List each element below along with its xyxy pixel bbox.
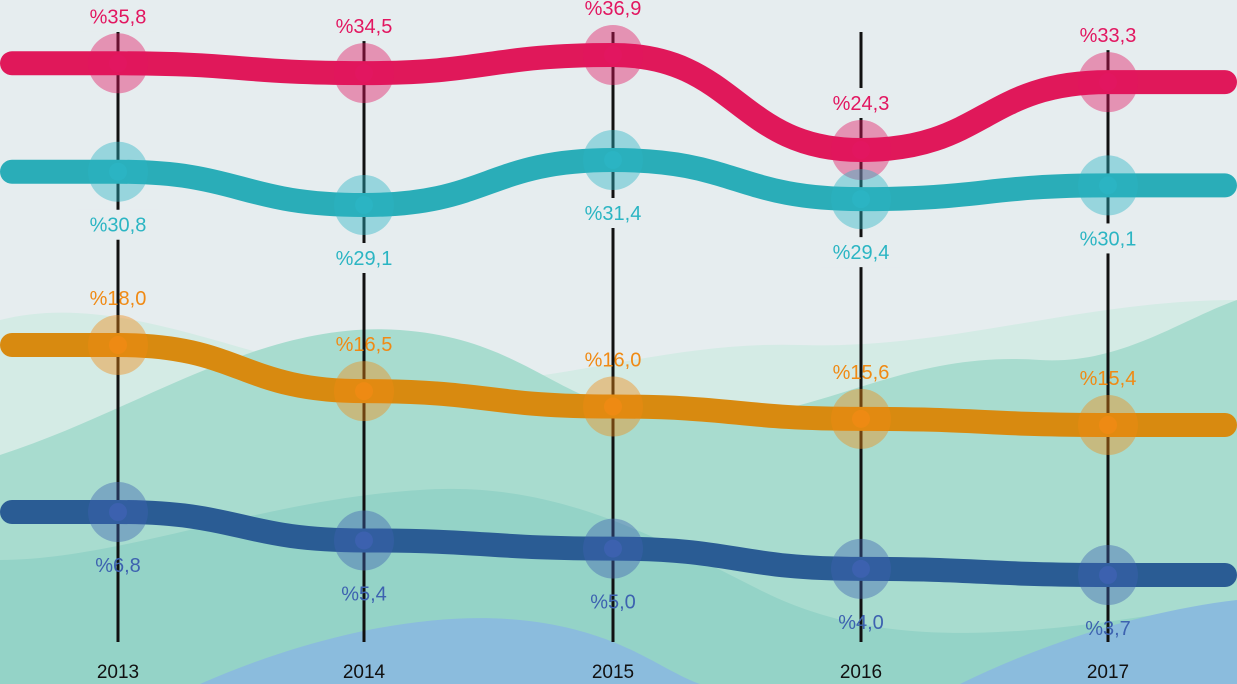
label-background: [1068, 20, 1148, 51]
series-blue-label-2013: %6,8: [95, 555, 141, 577]
x-tick-label-2015: 2015: [592, 662, 634, 683]
x-tick-label-2013: 2013: [97, 662, 139, 683]
series-teal-point-2013: [109, 162, 127, 181]
series-red-point-2017: [1099, 73, 1117, 92]
series-blue-point-2017: [1099, 566, 1117, 584]
series-teal-point-2016: [852, 190, 870, 209]
series-blue-label-2014: %5,4: [341, 583, 387, 605]
series-blue-point-2016: [852, 559, 870, 578]
series-teal-label-2017: %30,1: [1080, 228, 1137, 250]
series-orange-label-2017: %15,4: [1080, 368, 1137, 390]
series-orange-label-2016: %15,6: [833, 362, 890, 384]
x-tick-label-2014: 2014: [343, 662, 386, 683]
series-teal-label-2014: %29,1: [336, 248, 393, 270]
series-blue-label-2017: %3,7: [1085, 618, 1131, 640]
series-blue-label-2015: %5,0: [590, 592, 636, 614]
label-background: [78, 209, 158, 240]
series-red-point-2013: [109, 54, 127, 73]
series-orange-point-2015: [604, 397, 622, 416]
series-teal-point-2015: [604, 151, 622, 169]
series-orange-point-2016: [852, 409, 870, 428]
series-blue-point-2013: [109, 503, 127, 521]
series-blue-point-2014: [355, 531, 373, 550]
series-red-label-2014: %34,5: [336, 16, 393, 38]
series-red-point-2015: [604, 46, 622, 64]
series-red-label-2016: %24,3: [833, 93, 890, 115]
x-axis: 2013 2014 2015 2016 2017: [97, 662, 1129, 683]
series-orange-label-2013: %18,0: [90, 288, 147, 310]
label-background: [821, 237, 901, 268]
series-red-point-2016: [852, 141, 870, 159]
series-red-label-2013: %35,8: [90, 6, 147, 28]
label-background: [573, 198, 653, 228]
series-orange-label-2015: %16,0: [585, 350, 642, 372]
label-background: [78, 1, 158, 32]
x-tick-label-2017: 2017: [1087, 662, 1129, 683]
label-background: [821, 88, 901, 118]
series-red-label-2015: %36,9: [585, 0, 642, 20]
series-red-line: [0, 42, 1237, 163]
label-background: [324, 243, 404, 273]
series-teal-point-2017: [1099, 176, 1117, 195]
series-teal-label-2013: %30,8: [90, 215, 147, 237]
series-orange-point-2014: [355, 382, 373, 401]
series-lines: [0, 25, 1237, 605]
series-orange-point-2017: [1099, 416, 1117, 434]
x-tick-label-2016: 2016: [840, 662, 882, 683]
series-blue-label-2016: %4,0: [838, 612, 884, 634]
label-background: [573, 0, 653, 23]
series-teal-label-2015: %31,4: [585, 203, 642, 225]
label-background: [324, 11, 404, 42]
background-wave-blue-right: [960, 600, 1237, 684]
series-teal-label-2016: %29,4: [833, 242, 890, 264]
series-teal-point-2014: [355, 196, 373, 214]
series-orange-label-2014: %16,5: [336, 334, 393, 356]
series-blue-point-2015: [604, 539, 622, 558]
label-background: [1068, 223, 1148, 254]
background-wave-blue: [200, 618, 700, 684]
series-red-label-2017: %33,3: [1080, 25, 1137, 47]
value-labels: %35,8 %34,5 %36,9 %24,3 %33,3 %30,8 %29,1 %31,4…: [78, 0, 1148, 640]
series-orange-point-2013: [109, 336, 127, 354]
series-red-point-2014: [355, 64, 373, 83]
